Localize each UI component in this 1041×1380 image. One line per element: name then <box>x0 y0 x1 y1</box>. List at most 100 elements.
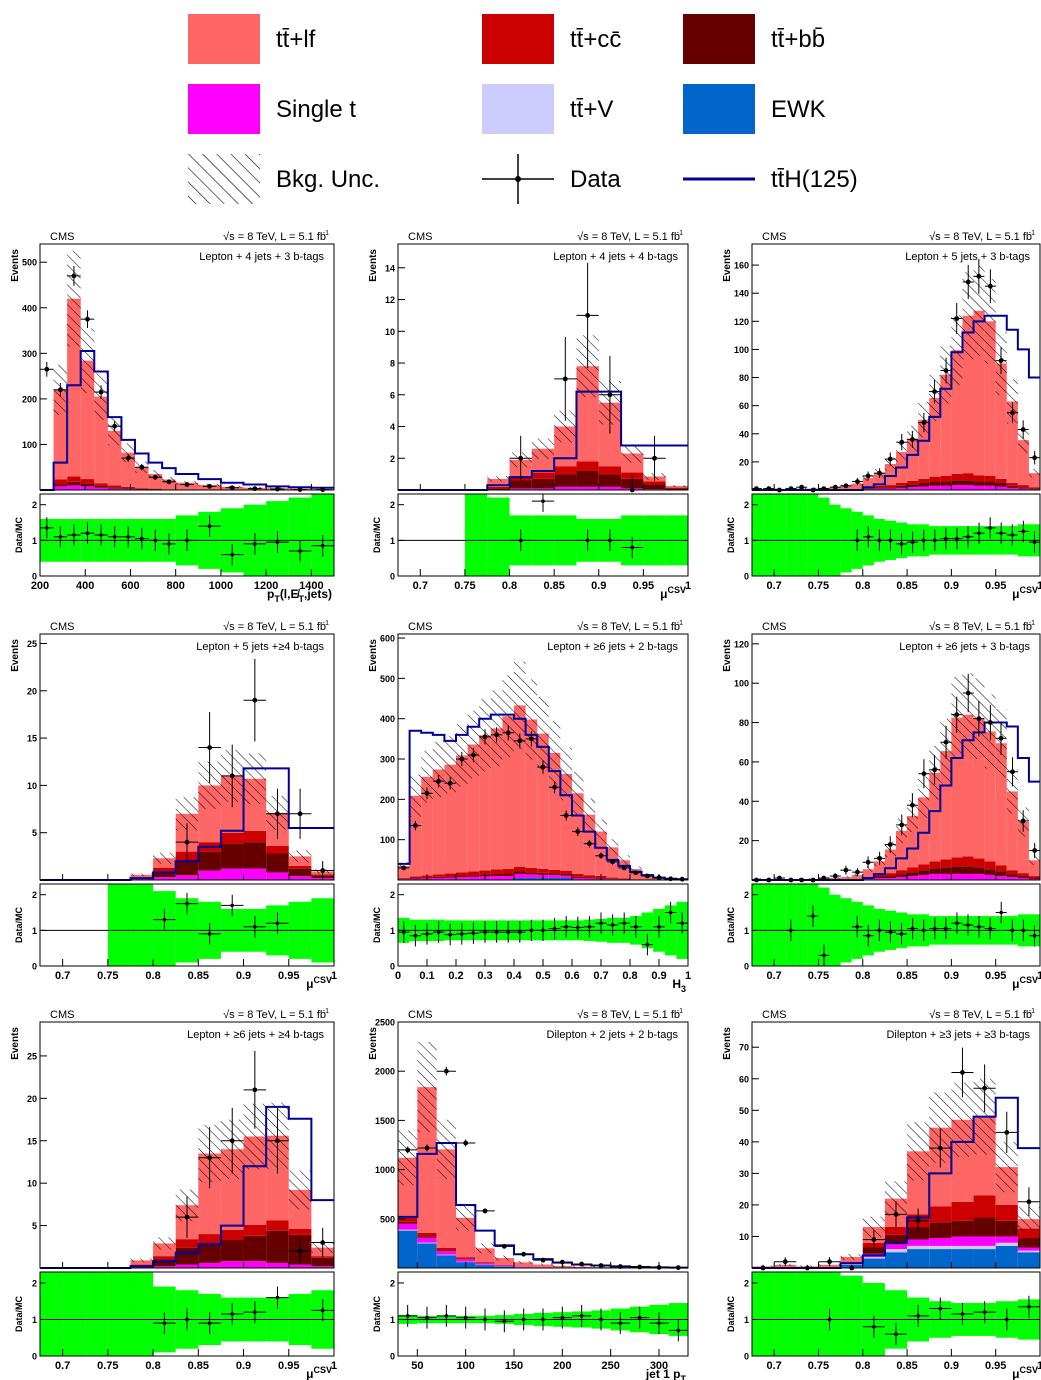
data-marker-2 <box>424 790 430 796</box>
bar-singlet-12 <box>1017 1247 1040 1251</box>
bar-ttv-4 <box>840 1264 863 1265</box>
data-marker-4 <box>275 811 280 817</box>
xtick-label-4: 0.9 <box>236 970 251 982</box>
bar-ttbb-19 <box>962 866 974 875</box>
data-marker-9 <box>855 479 860 484</box>
bar-singlet-14 <box>907 876 919 880</box>
ratio-point-12 <box>1017 1295 1040 1318</box>
ratio-marker-8 <box>230 903 235 908</box>
bar-ttlf-4 <box>444 764 456 874</box>
unc-hatch-10 <box>621 444 644 463</box>
data-point-12 <box>884 836 896 853</box>
bar-ttlf-3 <box>432 769 445 875</box>
ytick-label-3: 400 <box>22 303 37 313</box>
ratio-marker-6 <box>822 953 826 958</box>
bar-ttlf-10 <box>514 705 526 867</box>
bar-ttcc-1 <box>409 876 422 878</box>
bar-ttbb-15 <box>572 876 584 878</box>
ratio-marker-21 <box>988 926 992 931</box>
bar-ttcc-16 <box>929 861 941 869</box>
unc-hatch-14 <box>560 747 572 801</box>
ratio-point-9 <box>951 1303 974 1325</box>
ratio-ytick-label-0: 0 <box>32 1352 37 1362</box>
ratio-point-14 <box>907 917 919 940</box>
bar-ttcc-21 <box>984 475 996 482</box>
data-point-8 <box>490 727 503 743</box>
xtick-label-0: 50 <box>411 1360 423 1372</box>
bar-singlet-18 <box>951 874 963 880</box>
top-frame <box>39 1021 335 1269</box>
data-point-10 <box>862 856 874 869</box>
cms-label: CMS <box>50 1009 74 1021</box>
data-point-5 <box>288 1239 312 1264</box>
xtick-label-1: 0.1 <box>419 970 434 982</box>
data-marker-1 <box>562 376 568 382</box>
ratio-point-23 <box>664 901 677 924</box>
ratio-point-5 <box>107 526 122 548</box>
unc-hatch-1 <box>417 1041 437 1133</box>
ratio-marker-5 <box>162 1321 167 1325</box>
ytick-label-5: 600 <box>380 634 395 644</box>
ratio-marker-7 <box>541 1317 545 1322</box>
bar-singlet-15 <box>572 877 584 880</box>
bar-singlet-5 <box>494 1265 514 1267</box>
ratio-ytick-label-0: 0 <box>744 962 749 972</box>
bar-ttbb-4 <box>94 485 108 488</box>
bar-ttlf-21 <box>984 321 996 476</box>
ratio-point-11 <box>995 1308 1018 1331</box>
bar-singlet-22 <box>995 486 1007 490</box>
bar-ttlf-16 <box>929 772 941 862</box>
bar-ttcc-8 <box>220 1229 244 1241</box>
ratio-marker-8 <box>585 538 590 543</box>
ratio-band-2 <box>796 1272 819 1356</box>
bar-ttlf-24 <box>1017 821 1029 874</box>
legend: tt̄+lf tt̄+cc̄ tt̄+bb̄ Single t tt̄+V EWK Bkg.… <box>0 0 1041 215</box>
data-point-1 <box>198 712 221 783</box>
bar-ttbb-7 <box>907 1227 930 1240</box>
ratio-ytick-label-1: 1 <box>744 1315 749 1325</box>
data-point-22 <box>995 347 1007 375</box>
ratio-point-14 <box>668 1319 688 1342</box>
ytick-label-6: 14 <box>385 263 395 273</box>
data-marker-9 <box>579 1261 585 1267</box>
ratio-band-4 <box>130 1272 154 1356</box>
unc-hatch-6 <box>467 710 480 779</box>
bar-ewk-10 <box>514 877 526 880</box>
bar-ttcc-2 <box>67 476 81 482</box>
ratio-frame <box>751 883 1041 967</box>
ratio-point-10 <box>514 921 526 943</box>
unc-hatch-0 <box>398 1130 418 1186</box>
xtick-label-0: 0.7 <box>767 970 782 982</box>
ratio-point-6 <box>514 1308 534 1331</box>
bar-singlet-7 <box>198 1262 221 1268</box>
ratio-point-7 <box>533 1308 553 1331</box>
unc-hatch-4 <box>487 476 510 482</box>
xtick-label-6: 1400 <box>299 580 323 592</box>
data-point-19 <box>962 264 974 300</box>
data-marker-13 <box>899 822 905 828</box>
ratio-band-4 <box>796 494 808 576</box>
bar-ttcc-4 <box>840 1261 863 1263</box>
ratio-band-5 <box>807 494 819 576</box>
data-point-20 <box>973 700 985 737</box>
bar-ttbb-16 <box>929 868 941 875</box>
legend-label-unc: Bkg. Unc. <box>276 166 381 193</box>
data-marker-12 <box>887 456 893 462</box>
bar-ttlf-13 <box>896 830 908 871</box>
bar-ttcc-24 <box>1017 485 1029 488</box>
bar-ttbb-10 <box>266 1230 289 1263</box>
ratio-marker-13 <box>899 542 904 546</box>
category-label: Lepton + ≥6 jets + 2 b-tags <box>547 641 678 653</box>
ratio-point-16 <box>311 535 334 557</box>
ratio-marker-19 <box>622 921 626 926</box>
ratio-band-2 <box>774 494 786 576</box>
bar-singlet-7 <box>907 1239 930 1246</box>
unc-hatch-11 <box>525 679 538 760</box>
data-point-17 <box>595 852 607 859</box>
bar-ttbb-9 <box>951 1220 974 1237</box>
bar-ttcc-15 <box>572 873 584 877</box>
bar-ttv-2 <box>436 1254 456 1256</box>
ratio-ytick-label-0: 0 <box>744 1352 749 1362</box>
xtick-label-4: 0.4 <box>506 970 522 982</box>
xtick-label-6: 1 <box>1037 580 1041 592</box>
